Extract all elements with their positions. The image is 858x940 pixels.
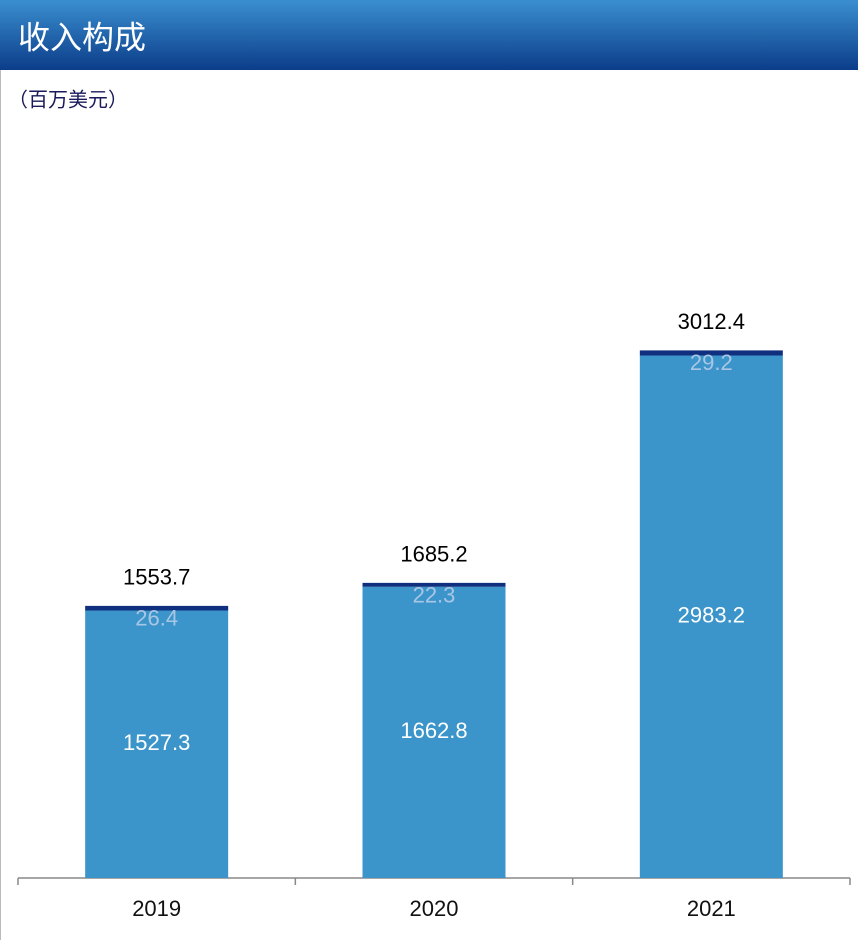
chart-subtitle: （百万美元） [8, 88, 128, 112]
bar-segment [85, 610, 229, 878]
chart-title: 收入构成 [18, 19, 146, 57]
total-label: 1553.7 [123, 565, 190, 590]
bar-segment [362, 586, 506, 878]
value-label: 22.3 [413, 583, 456, 608]
total-label: 1685.2 [400, 542, 467, 567]
x-tick-label: 2021 [687, 896, 736, 921]
value-label: 2983.2 [678, 603, 745, 628]
bar-segment [639, 350, 783, 356]
bar-segment [639, 355, 783, 879]
bar-segment [362, 582, 506, 587]
x-tick-label: 2019 [132, 896, 181, 921]
value-label: 1662.8 [400, 718, 467, 743]
header-band [0, 0, 858, 70]
value-label: 26.4 [135, 606, 178, 631]
value-label: 1527.3 [123, 730, 190, 755]
bar-segment [85, 605, 229, 611]
x-tick-label: 2020 [410, 896, 459, 921]
total-label: 3012.4 [678, 309, 745, 334]
value-label: 29.2 [690, 350, 733, 375]
